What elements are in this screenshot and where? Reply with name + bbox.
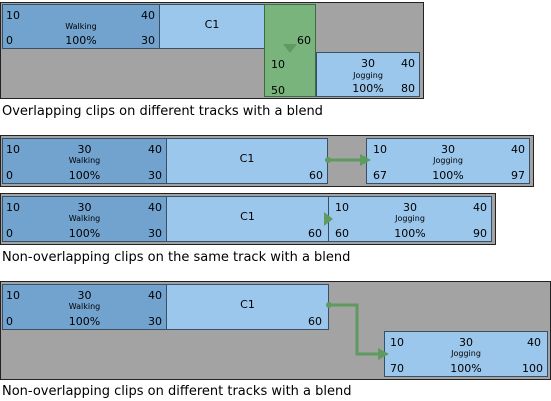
clip-name: Jogging xyxy=(353,71,383,80)
c1-clip[interactable]: C1 60 xyxy=(166,284,329,330)
clip-top-right-number: 40 xyxy=(148,143,162,156)
clip-start-number: 70 xyxy=(390,362,404,375)
clip-out-number: 30 xyxy=(148,315,162,328)
jogging-clip[interactable]: 10 30 40 Jogging 70 100% 100 xyxy=(384,331,548,377)
clip-percent: 100% xyxy=(394,227,426,240)
clip-percent: 100% xyxy=(450,362,482,375)
clip-mid-number: 30 xyxy=(403,201,417,214)
clip-end-number: 60 xyxy=(308,227,322,240)
clip-name: Walking xyxy=(65,22,97,31)
caption-overlapping: Overlapping clips on different tracks wi… xyxy=(2,104,323,119)
clip-percent: 100% xyxy=(65,34,97,47)
clip-name: C1 xyxy=(240,210,255,223)
clip-percent: 100% xyxy=(68,169,101,182)
jogging-clip[interactable]: 10 30 40 Jogging 60 100% 90 xyxy=(328,196,492,242)
clip-top-left-number: 10 xyxy=(6,9,20,22)
clip-out-number: 30 xyxy=(141,34,155,47)
clip-top-right-number: 40 xyxy=(401,57,415,70)
walking-clip[interactable]: 10 30 40 Walking 0 100% 30 xyxy=(2,284,167,330)
clip-start-number: 0 xyxy=(6,227,13,240)
clip-out-number: 97 xyxy=(511,169,525,182)
clip-top-right-number: 40 xyxy=(148,201,162,214)
jogging-clip[interactable]: 10 30 40 Jogging 67 100% 97 xyxy=(366,138,530,184)
blend-end-number: 50 xyxy=(271,84,285,97)
clip-end-number: 60 xyxy=(297,34,311,47)
clip-mid-number: 30 xyxy=(77,201,92,214)
c1-clip[interactable]: C1 60 xyxy=(166,138,328,184)
clip-start-number: 0 xyxy=(6,169,13,182)
clip-name: Walking xyxy=(68,156,101,165)
clip-name: C1 xyxy=(239,152,255,165)
clip-percent: 100% xyxy=(352,82,384,95)
c1-clip[interactable]: C1 xyxy=(159,4,265,49)
clip-top-right-number: 40 xyxy=(148,289,162,302)
clip-name: Jogging xyxy=(395,214,425,223)
clip-name: Jogging xyxy=(451,349,481,358)
clip-percent: 100% xyxy=(432,169,464,182)
clip-start-number: 0 xyxy=(6,315,13,328)
walking-clip[interactable]: 10 30 40 Walking 0 100% 30 xyxy=(2,196,167,242)
clip-name: Jogging xyxy=(433,156,463,165)
jogging-clip[interactable]: 30 40 Jogging 100% 80 xyxy=(316,52,420,97)
clip-top-right-number: 40 xyxy=(527,336,541,349)
clip-top-right-number: 40 xyxy=(141,9,155,22)
clip-top-right-number: 40 xyxy=(511,143,525,156)
clip-mid-number: 30 xyxy=(441,143,455,156)
clip-name: Walking xyxy=(68,302,101,311)
walking-clip[interactable]: 10 30 40 Walking 0 100% 30 xyxy=(2,138,167,184)
clip-name: C1 xyxy=(204,18,220,31)
clip-out-number: 80 xyxy=(401,82,415,95)
clip-top-left-number: 10 xyxy=(335,201,349,214)
clip-top-right-number: 40 xyxy=(473,201,487,214)
blend-start-number: 10 xyxy=(271,58,285,71)
clip-start-number: 0 xyxy=(6,34,13,47)
clip-start-number: 60 xyxy=(335,227,349,240)
clip-name: Walking xyxy=(68,214,101,223)
caption-same-track: Non-overlapping clips on the same track … xyxy=(2,250,351,265)
clip-mid-number: 30 xyxy=(77,143,92,156)
walking-clip[interactable]: 10 40 Walking 0 100% 30 xyxy=(2,4,160,49)
clip-out-number: 30 xyxy=(148,227,162,240)
clip-start-number: 67 xyxy=(373,169,387,182)
clip-out-number: 100 xyxy=(522,362,543,375)
clip-percent: 100% xyxy=(68,315,101,328)
clip-top-left-number: 10 xyxy=(6,289,20,302)
clip-end-number: 60 xyxy=(309,169,323,182)
caption-different-tracks: Non-overlapping clips on different track… xyxy=(2,384,352,399)
clip-top-left-number: 10 xyxy=(390,336,404,349)
clip-percent: 100% xyxy=(68,227,101,240)
clip-mid-number: 30 xyxy=(459,336,473,349)
clip-out-number: 30 xyxy=(148,169,162,182)
clip-out-number: 90 xyxy=(473,227,487,240)
clip-mid-number: 30 xyxy=(361,57,375,70)
clip-top-left-number: 10 xyxy=(6,143,20,156)
clip-name: C1 xyxy=(240,298,255,311)
clip-end-number: 60 xyxy=(308,315,322,328)
clip-top-left-number: 10 xyxy=(373,143,387,156)
clip-mid-number: 30 xyxy=(77,289,92,302)
clip-top-left-number: 10 xyxy=(6,201,20,214)
